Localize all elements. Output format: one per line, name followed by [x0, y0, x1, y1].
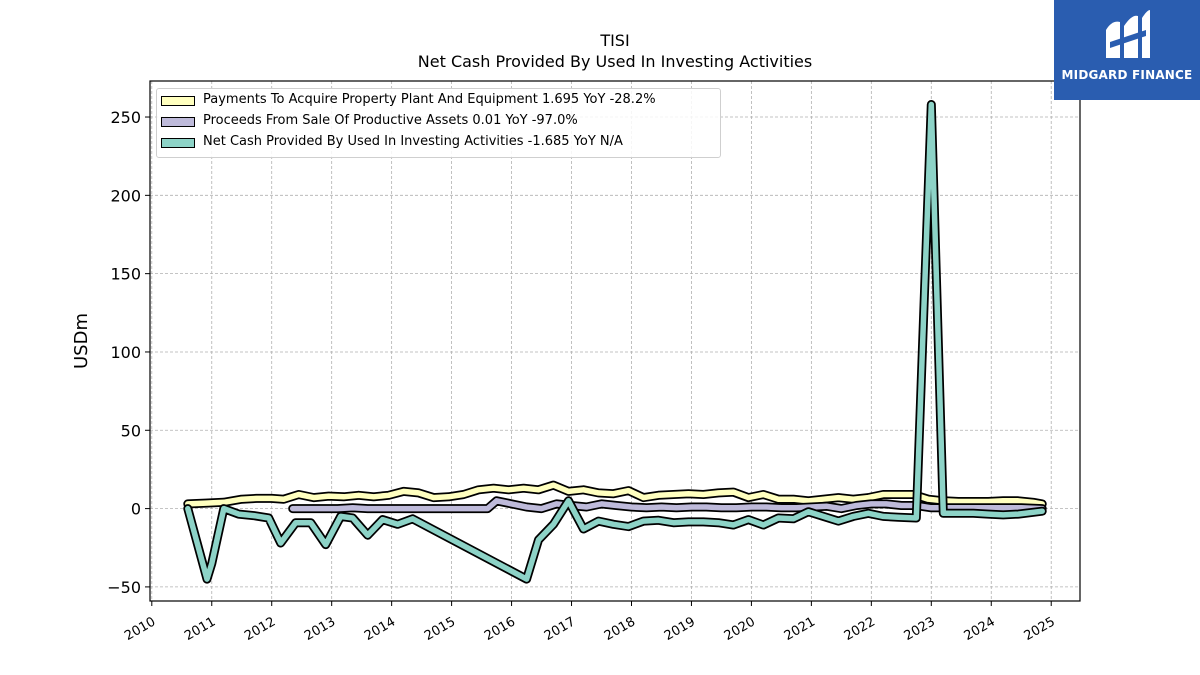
series-line: [185, 482, 1045, 507]
y-tick-label: 250: [110, 108, 141, 127]
x-tick-label: 2011: [182, 614, 218, 644]
x-tick-label: 2012: [242, 614, 278, 644]
axes: 2010 2011 2012 2013 2014 2015 2016 2017 2018 2019…: [107, 108, 1058, 644]
chart-title-metric: Net Cash Provided By Used In Investing A…: [417, 52, 813, 71]
x-tick-label: 2013: [302, 614, 338, 644]
x-tick-label: 2020: [722, 614, 758, 644]
midgard-finance-logo: MIDGARD FINANCE: [1054, 0, 1200, 100]
chart-title-ticker: TISI: [600, 31, 630, 50]
series-line: [289, 498, 1045, 512]
series-1: [288, 496, 1047, 514]
legend-swatch-proceeds: [161, 117, 195, 127]
plot-frame: [149, 80, 1081, 602]
series-0: [183, 480, 1047, 509]
legend-label-capex: Payments To Acquire Property Plant And E…: [203, 92, 656, 107]
x-tick-label: 2019: [662, 614, 698, 644]
y-axis-label: USDm: [71, 313, 92, 369]
y-tick-label: 50: [121, 421, 141, 440]
x-tick-label: 2024: [962, 614, 998, 644]
legend-label-proceeds: Proceeds From Sale Of Productive Assets …: [203, 113, 578, 128]
legend-swatch-capex: [161, 96, 195, 106]
y-tick-label: 100: [110, 343, 141, 362]
y-tick-label: 200: [110, 186, 141, 205]
legend-label-net-cash: Net Cash Provided By Used In Investing A…: [203, 134, 623, 149]
legend-swatch-net-cash: [161, 138, 195, 148]
y-tick-label: 150: [110, 265, 141, 284]
x-tick-label: 2021: [782, 614, 818, 644]
x-tick-label: 2018: [602, 614, 638, 644]
x-tick-label: 2022: [842, 614, 878, 644]
logo-text: MIDGARD FINANCE: [1061, 68, 1193, 82]
x-tick-label: 2025: [1022, 614, 1058, 644]
series-layer: [183, 100, 1047, 584]
x-tick-label: 2023: [902, 614, 938, 644]
y-tick-label: 0: [131, 500, 141, 519]
x-tick-label: 2015: [422, 614, 458, 644]
series-2: [183, 100, 1047, 584]
x-tick-label: 2010: [122, 614, 158, 644]
y-tick-label: −50: [107, 578, 141, 597]
logo-mark-icon: [1106, 10, 1150, 58]
series-line: [185, 101, 1045, 582]
x-tick-label: 2016: [482, 614, 518, 644]
x-tick-label: 2014: [362, 614, 398, 644]
x-tick-label: 2017: [542, 614, 578, 644]
chart-legend: Payments To Acquire Property Plant And E…: [156, 88, 721, 158]
